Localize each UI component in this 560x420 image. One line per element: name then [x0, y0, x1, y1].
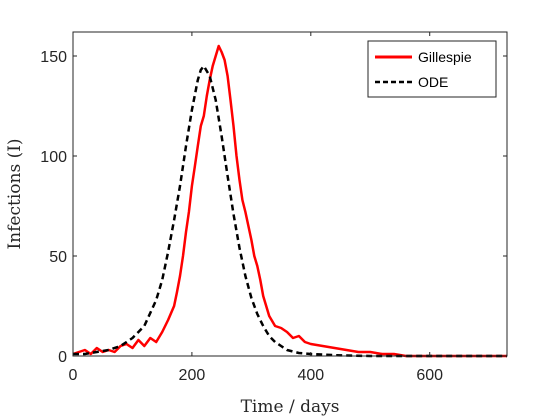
y-axis: 0 50 100 150: [40, 49, 507, 366]
x-tick-label: 200: [179, 367, 206, 384]
x-axis-label: Time / days: [241, 397, 340, 417]
legend-label-gillespie: Gillespie: [418, 49, 472, 65]
x-tick-label: 0: [69, 367, 78, 384]
legend-label-ode: ODE: [418, 74, 448, 90]
plot-frame: [72, 31, 508, 357]
series-layer: [72, 44, 507, 358]
y-tick-label: 50: [49, 249, 67, 266]
y-tick-label: 150: [40, 49, 67, 66]
y-axis-label: Infections (I): [5, 138, 25, 249]
y-tick-label: 0: [58, 349, 67, 366]
x-axis: 0 200 400 600: [69, 32, 443, 384]
series-line-ode: [73, 64, 507, 358]
y-tick-label: 100: [40, 149, 67, 166]
legend-box: [367, 40, 497, 98]
x-tick-label: 400: [297, 367, 324, 384]
x-tick-label: 600: [416, 367, 443, 384]
legend: Gillespie ODE: [367, 40, 497, 98]
series-line-gillespie: [72, 44, 507, 358]
